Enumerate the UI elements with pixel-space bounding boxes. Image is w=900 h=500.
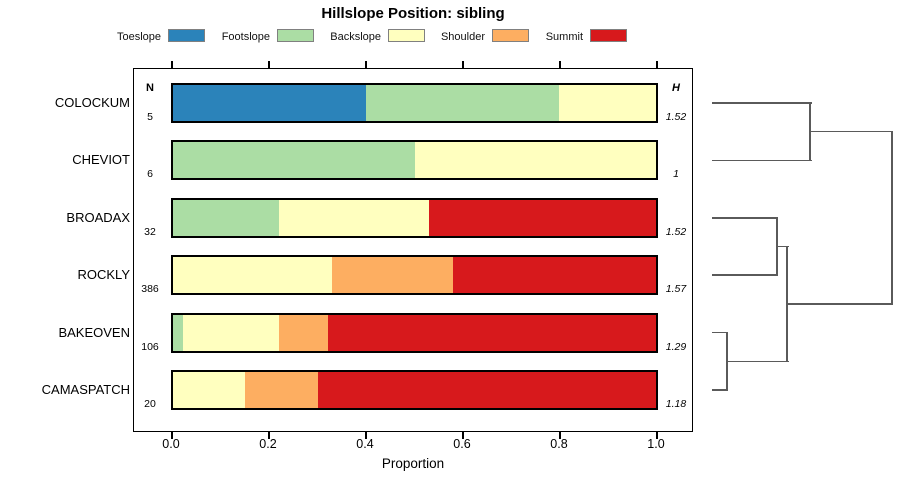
dendrogram-segment bbox=[712, 217, 779, 219]
h-value: 1 bbox=[673, 168, 679, 181]
bar-colockum bbox=[171, 83, 658, 123]
bar-segment-backslope bbox=[559, 85, 656, 121]
h-value: 1.57 bbox=[665, 283, 687, 296]
row-label-camaspatch: CAMASPATCH bbox=[41, 382, 130, 397]
legend-label-footslope: Footslope bbox=[221, 31, 270, 43]
legend-swatch-footslope-icon bbox=[277, 29, 314, 42]
axis-tick-label: 0.2 bbox=[259, 437, 277, 451]
bar-segment-backslope bbox=[414, 142, 656, 179]
dendrogram-segment bbox=[712, 159, 812, 162]
h-value: 1.52 bbox=[665, 111, 687, 123]
bar-segment-toeslope bbox=[173, 85, 369, 121]
bar-segment-summit bbox=[327, 314, 656, 351]
bar-segment-backslope bbox=[173, 257, 335, 294]
bar-segment-summit bbox=[428, 199, 656, 236]
bar-rockly bbox=[171, 255, 658, 296]
axis-tick-label: 0.8 bbox=[550, 437, 568, 451]
bar-cheviot bbox=[171, 140, 658, 181]
bar-bakeoven bbox=[171, 312, 658, 353]
axis-tick-bottom bbox=[462, 432, 464, 439]
row-label-broadax: BROADAX bbox=[66, 209, 130, 225]
axis-tick-bottom bbox=[171, 432, 173, 439]
bar-segment-footslope bbox=[173, 199, 282, 236]
bar-segment-summit bbox=[317, 372, 656, 408]
axis-tick-top bbox=[656, 61, 658, 68]
h-column-header: H bbox=[672, 82, 680, 94]
dendrogram-segment bbox=[712, 331, 729, 334]
bar-segment-shoulder bbox=[279, 314, 330, 351]
dendrogram-segment bbox=[891, 131, 893, 304]
legend-label-summit: Summit bbox=[545, 31, 583, 43]
axis-tick-label: 0.0 bbox=[162, 437, 180, 451]
chart-title: Hillslope Position: sibling bbox=[321, 5, 505, 22]
legend-label-backslope: Backslope bbox=[330, 31, 381, 43]
legend-swatch-summit-icon bbox=[590, 29, 627, 42]
legend: Toeslope Footslope Backslope Shoulder Summit bbox=[0, 0, 900, 50]
row-label-rockly: ROCKLY bbox=[77, 267, 131, 283]
bar-segment-backslope bbox=[182, 314, 282, 351]
axis-tick-top bbox=[268, 61, 270, 68]
x-axis-label: Proportion bbox=[381, 456, 445, 471]
h-value: 1.18 bbox=[665, 398, 687, 410]
dendrogram-segment bbox=[712, 102, 812, 104]
axis-tick-label: 0.6 bbox=[453, 437, 471, 451]
row-label-cheviot: CHEVIOT bbox=[72, 152, 130, 168]
bar-segment-shoulder bbox=[332, 257, 456, 294]
axis-tick-bottom bbox=[365, 432, 367, 439]
n-column-header: N bbox=[146, 82, 154, 94]
legend-label-shoulder: Shoulder bbox=[440, 31, 485, 43]
legend-swatch-backslope-icon bbox=[388, 29, 425, 42]
legend-swatch-toeslope-icon bbox=[168, 29, 205, 42]
dendrogram-segment bbox=[712, 389, 729, 391]
axis-tick-top bbox=[171, 61, 173, 68]
h-value: 1.52 bbox=[665, 225, 687, 238]
bar-segment-shoulder bbox=[245, 372, 320, 408]
dendrogram-segment bbox=[726, 360, 789, 363]
bar-camaspatch bbox=[171, 370, 658, 410]
axis-tick-top bbox=[559, 61, 561, 68]
row-label-bakeoven: BAKEOVEN bbox=[58, 324, 130, 340]
bar-broadax bbox=[171, 197, 658, 238]
legend-swatch-shoulder-icon bbox=[492, 29, 529, 42]
n-value: 20 bbox=[144, 398, 156, 410]
axis-tick-label: 1.0 bbox=[647, 437, 665, 451]
axis-tick-bottom bbox=[268, 432, 270, 439]
n-value: 6 bbox=[147, 168, 153, 181]
axis-tick-top bbox=[365, 61, 367, 68]
axis-tick-bottom bbox=[559, 432, 561, 439]
bar-segment-backslope bbox=[279, 199, 431, 236]
dendrogram-segment bbox=[810, 130, 894, 133]
dendrogram-segment bbox=[776, 245, 789, 248]
axis-tick-label: 0.4 bbox=[356, 437, 374, 451]
dendrogram-segment bbox=[787, 303, 894, 305]
n-value: 5 bbox=[147, 111, 153, 123]
axis-tick-top bbox=[462, 61, 464, 68]
legend-label-toeslope: Toeslope bbox=[116, 31, 161, 43]
h-value: 1.29 bbox=[665, 340, 687, 353]
n-value: 32 bbox=[144, 225, 156, 238]
bar-segment-backslope bbox=[173, 372, 248, 408]
row-label-colockum: COLOCKUM bbox=[54, 95, 130, 110]
n-value: 106 bbox=[141, 340, 159, 353]
n-value: 386 bbox=[141, 283, 159, 296]
axis-tick-bottom bbox=[656, 432, 658, 439]
bar-segment-footslope bbox=[366, 85, 562, 121]
bar-segment-summit bbox=[453, 257, 656, 294]
bar-segment-footslope bbox=[173, 142, 417, 179]
dendrogram-segment bbox=[712, 274, 779, 276]
